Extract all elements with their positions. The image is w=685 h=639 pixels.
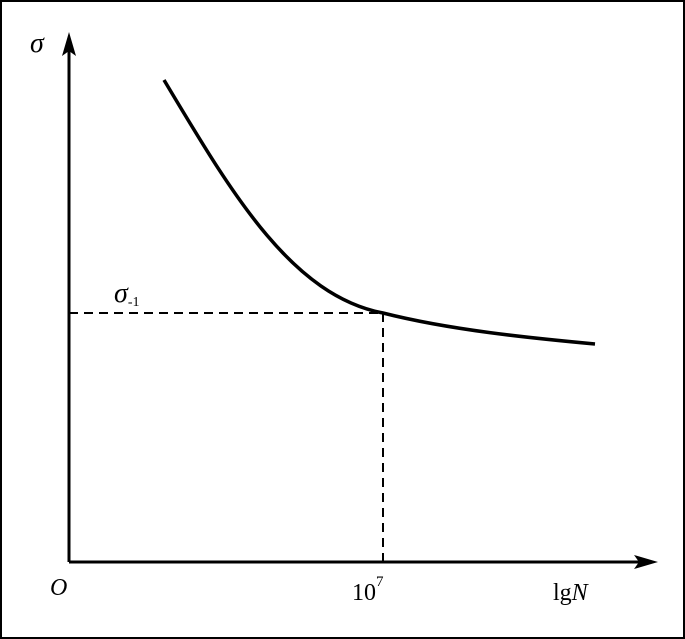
y-mark-symbol: σ xyxy=(114,278,129,309)
x-axis-arrow xyxy=(634,555,658,569)
x-axis-variable: N xyxy=(571,580,590,606)
y-mark-label: σ-1 xyxy=(114,278,139,310)
sn-curve xyxy=(162,79,596,346)
y-mark-subscript: -1 xyxy=(128,295,140,310)
x-mark-base: 10 xyxy=(352,580,376,606)
x-mark-label: 107 xyxy=(352,574,384,606)
x-mark-exponent: 7 xyxy=(376,574,384,590)
x-axis-label: lgN xyxy=(553,580,590,606)
y-axis-label: σ xyxy=(30,28,45,59)
y-axis-arrow xyxy=(62,32,76,56)
origin-label: O xyxy=(50,575,67,601)
x-axis-prefix: lg xyxy=(553,580,572,606)
